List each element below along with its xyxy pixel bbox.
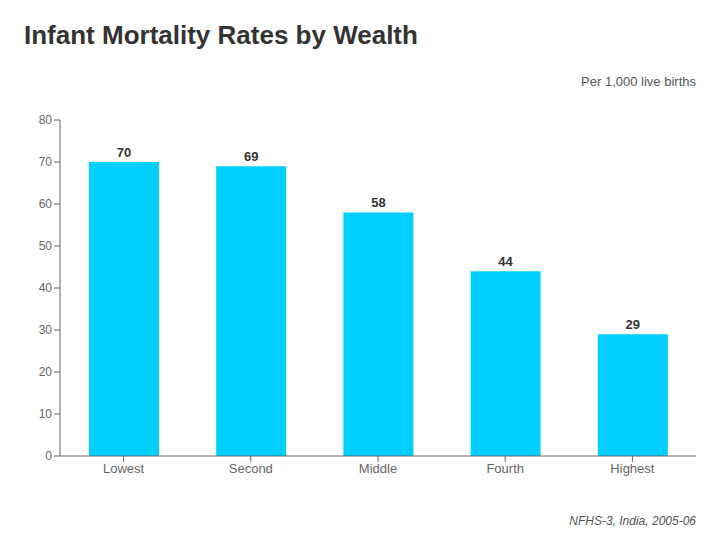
html-text:NFHS-3, India, 2005-06: NFHS-3, India, 2005-06	[569, 514, 696, 528]
svg-text:Lowest: Lowest	[103, 461, 145, 476]
svg-text:Highest: Highest	[610, 461, 654, 476]
svg-text:40: 40	[39, 281, 53, 295]
svg-text:Second: Second	[229, 461, 273, 476]
svg-text:69: 69	[244, 149, 258, 164]
svg-text:Fourth: Fourth	[486, 461, 524, 476]
svg-text:60: 60	[39, 197, 53, 211]
html-text:Per 1,000 live births: Per 1,000 live births	[581, 74, 696, 89]
svg-text:44: 44	[498, 254, 513, 269]
svg-text:70: 70	[39, 155, 53, 169]
svg-text:Middle: Middle	[359, 461, 397, 476]
svg-text:20: 20	[39, 365, 53, 379]
svg-text:80: 80	[39, 113, 53, 127]
svg-text:50: 50	[39, 239, 53, 253]
svg-text:29: 29	[626, 317, 640, 332]
html-text:Infant Mortality Rates by Weal: Infant Mortality Rates by Wealth	[24, 20, 418, 50]
svg-text:58: 58	[371, 195, 385, 210]
svg-text:70: 70	[117, 145, 131, 160]
svg-text:0: 0	[45, 449, 52, 463]
svg-text:10: 10	[39, 407, 53, 421]
svg-text:30: 30	[39, 323, 53, 337]
